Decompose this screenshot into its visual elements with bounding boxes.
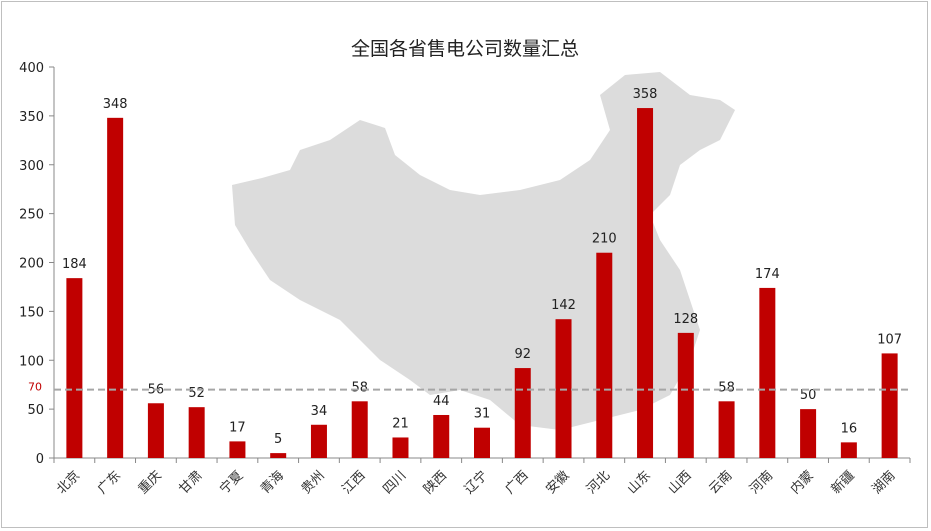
x-tick-label: 广东: [95, 468, 124, 497]
data-label: 31: [474, 407, 491, 422]
x-tick-label: 青海: [258, 468, 287, 497]
bar: [677, 332, 694, 458]
bar: [881, 353, 898, 458]
data-label: 52: [188, 386, 205, 401]
bar: [351, 401, 368, 458]
x-tick-label: 山东: [625, 468, 654, 497]
data-label: 174: [755, 267, 780, 282]
bar: [596, 252, 613, 458]
x-tick-label: 河北: [584, 468, 613, 497]
data-label: 21: [392, 416, 409, 431]
china-map-silhouette: [232, 72, 735, 430]
data-label: 58: [351, 380, 368, 395]
bar: [637, 108, 654, 459]
x-tick-label: 江西: [340, 468, 369, 497]
bar: [229, 441, 246, 458]
bar: [188, 407, 205, 458]
bar: [66, 278, 83, 458]
x-tick-label: 新疆: [828, 468, 858, 498]
y-tick-label: 200: [19, 257, 44, 272]
bar: [800, 409, 817, 458]
data-label: 107: [877, 332, 902, 347]
data-label: 17: [229, 420, 246, 435]
x-tick-label: 内蒙: [787, 468, 817, 498]
y-tick-label: 400: [19, 61, 44, 76]
y-tick-label: 100: [19, 354, 44, 369]
chart-title: 全国各省售电公司数量汇总: [351, 38, 579, 60]
x-tick-label: 北京: [54, 468, 83, 497]
bar: [474, 427, 490, 458]
y-tick-label: 350: [19, 110, 44, 125]
bar: [107, 117, 124, 458]
bar: [840, 442, 857, 458]
data-label: 16: [841, 421, 858, 436]
bar: [147, 403, 164, 458]
data-label: 184: [62, 257, 87, 272]
x-tick-label: 河南: [746, 468, 776, 498]
bar: [433, 414, 450, 458]
x-tick-label: 贵州: [299, 468, 328, 497]
y-tick-label: 150: [19, 305, 44, 320]
y-tick-label: 300: [19, 159, 44, 174]
data-label: 44: [433, 394, 450, 409]
data-label: 5: [274, 432, 282, 447]
bar: [310, 424, 327, 458]
reference-line-label: 70: [28, 381, 42, 394]
data-label: 34: [311, 404, 328, 419]
x-tick-label: 重庆: [135, 468, 165, 498]
y-tick-label: 0: [36, 452, 44, 467]
bar: [514, 368, 531, 458]
data-label: 58: [718, 380, 735, 395]
x-tick-label: 安徽: [543, 468, 572, 497]
data-label: 210: [592, 232, 617, 247]
x-tick-label: 甘肃: [176, 468, 205, 497]
x-tick-label: 辽宁: [461, 468, 491, 498]
y-tick-label: 250: [19, 208, 44, 223]
data-label: 50: [800, 388, 817, 403]
data-label: 128: [673, 312, 698, 327]
x-tick-label: 湖南: [869, 468, 899, 498]
data-label: 92: [514, 347, 531, 362]
x-tick-label: 广西: [503, 468, 532, 497]
x-tick-label: 山西: [666, 468, 695, 497]
bar: [759, 287, 776, 458]
data-label: 358: [633, 87, 658, 102]
data-label: 142: [551, 298, 576, 313]
x-tick-label: 陕西: [421, 468, 450, 497]
bar: [718, 401, 735, 458]
bar: [270, 453, 287, 458]
data-label: 348: [103, 97, 128, 112]
x-tick-label: 云南: [706, 468, 736, 498]
y-tick-label: 50: [27, 403, 44, 418]
x-tick-label: 宁夏: [217, 468, 247, 498]
bar: [392, 437, 409, 458]
x-tick-label: 四川: [380, 468, 409, 497]
